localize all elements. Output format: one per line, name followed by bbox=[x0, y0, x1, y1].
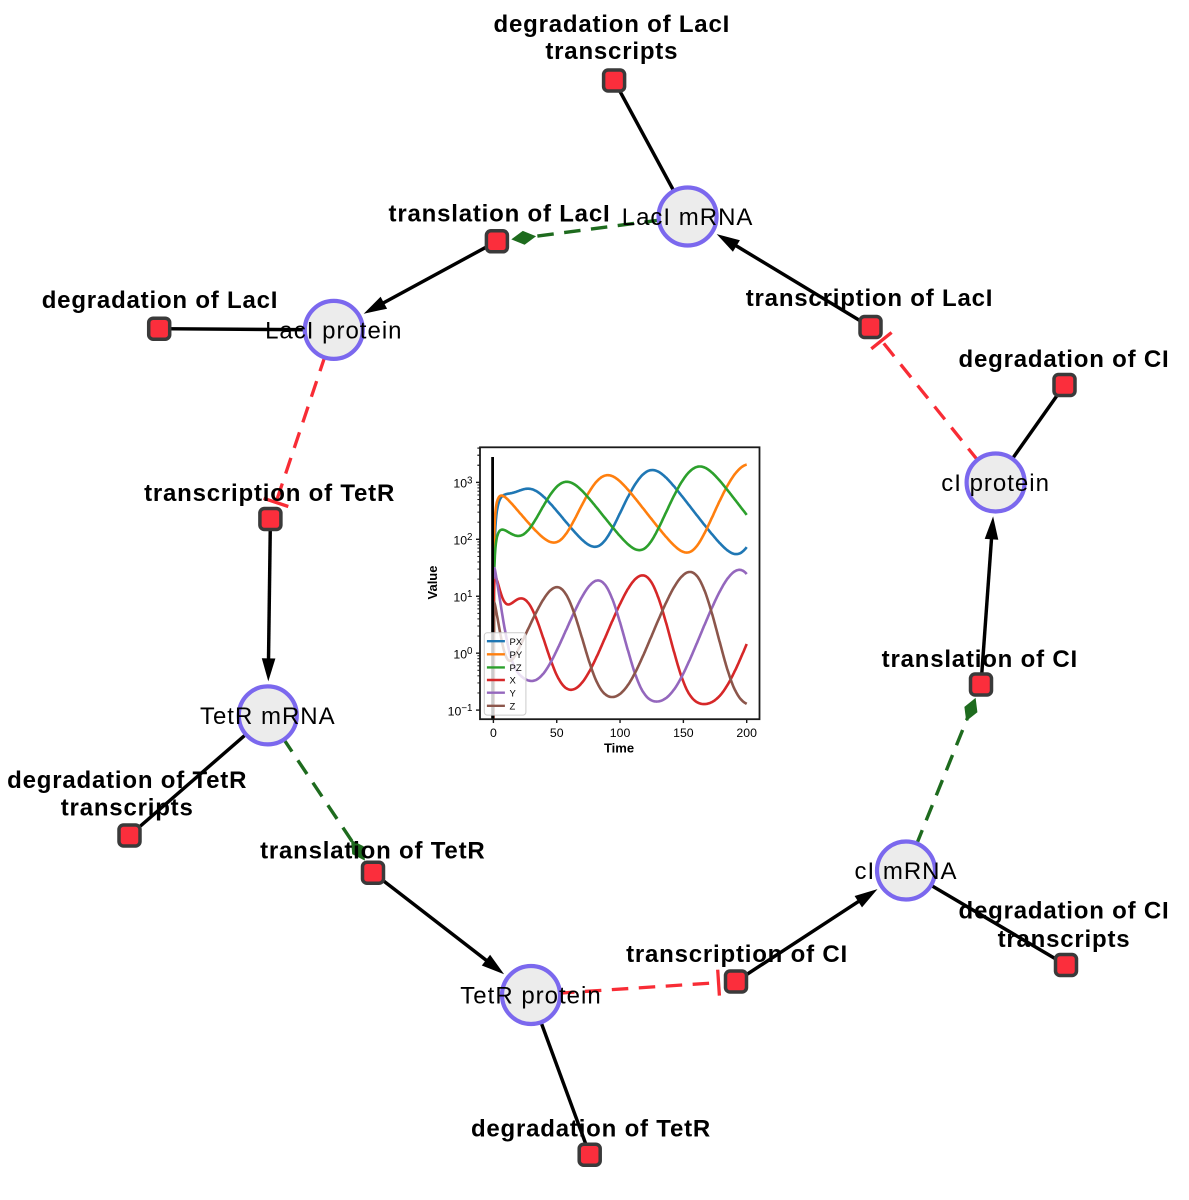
svg-text:cI protein: cI protein bbox=[941, 470, 1050, 497]
svg-text:transcripts: transcripts bbox=[61, 795, 194, 822]
svg-text:102: 102 bbox=[453, 532, 472, 547]
svg-text:Z: Z bbox=[510, 701, 516, 712]
svg-text:translation of LacI: translation of LacI bbox=[389, 201, 611, 228]
svg-text:50: 50 bbox=[550, 726, 564, 740]
svg-text:transcription of TetR: transcription of TetR bbox=[144, 480, 395, 507]
svg-text:transcription of CI: transcription of CI bbox=[626, 941, 848, 968]
svg-text:degradation of LacI: degradation of LacI bbox=[42, 287, 279, 314]
svg-text:Value: Value bbox=[425, 566, 440, 600]
svg-text:150: 150 bbox=[673, 726, 694, 740]
svg-text:X: X bbox=[510, 676, 517, 687]
svg-text:101: 101 bbox=[453, 589, 472, 604]
svg-text:degradation of CI: degradation of CI bbox=[959, 897, 1170, 924]
svg-text:100: 100 bbox=[453, 646, 473, 661]
svg-text:cI mRNA: cI mRNA bbox=[855, 858, 958, 885]
svg-text:transcripts: transcripts bbox=[998, 926, 1131, 953]
svg-text:Time: Time bbox=[604, 741, 634, 756]
svg-text:PY: PY bbox=[510, 650, 523, 661]
svg-text:translation of CI: translation of CI bbox=[882, 646, 1078, 673]
svg-text:TetR protein: TetR protein bbox=[460, 983, 601, 1010]
svg-text:PZ: PZ bbox=[510, 663, 522, 674]
svg-text:degradation of CI: degradation of CI bbox=[959, 346, 1170, 373]
svg-text:Y: Y bbox=[510, 688, 517, 699]
svg-text:PX: PX bbox=[510, 637, 523, 648]
svg-text:TetR mRNA: TetR mRNA bbox=[200, 703, 336, 730]
svg-text:100: 100 bbox=[610, 726, 631, 740]
svg-text:200: 200 bbox=[736, 726, 757, 740]
svg-text:LacI mRNA: LacI mRNA bbox=[622, 204, 754, 231]
svg-text:transcription of LacI: transcription of LacI bbox=[746, 285, 994, 312]
svg-text:degradation of TetR: degradation of TetR bbox=[471, 1116, 711, 1143]
svg-text:LacI protein: LacI protein bbox=[265, 317, 402, 344]
svg-text:103: 103 bbox=[453, 475, 473, 490]
svg-text:degradation of TetR: degradation of TetR bbox=[7, 767, 247, 794]
svg-text:0: 0 bbox=[490, 726, 497, 740]
svg-text:10−1: 10−1 bbox=[448, 703, 473, 718]
svg-text:transcripts: transcripts bbox=[545, 38, 678, 65]
svg-text:translation of TetR: translation of TetR bbox=[260, 838, 485, 865]
svg-text:degradation of LacI: degradation of LacI bbox=[494, 11, 731, 38]
